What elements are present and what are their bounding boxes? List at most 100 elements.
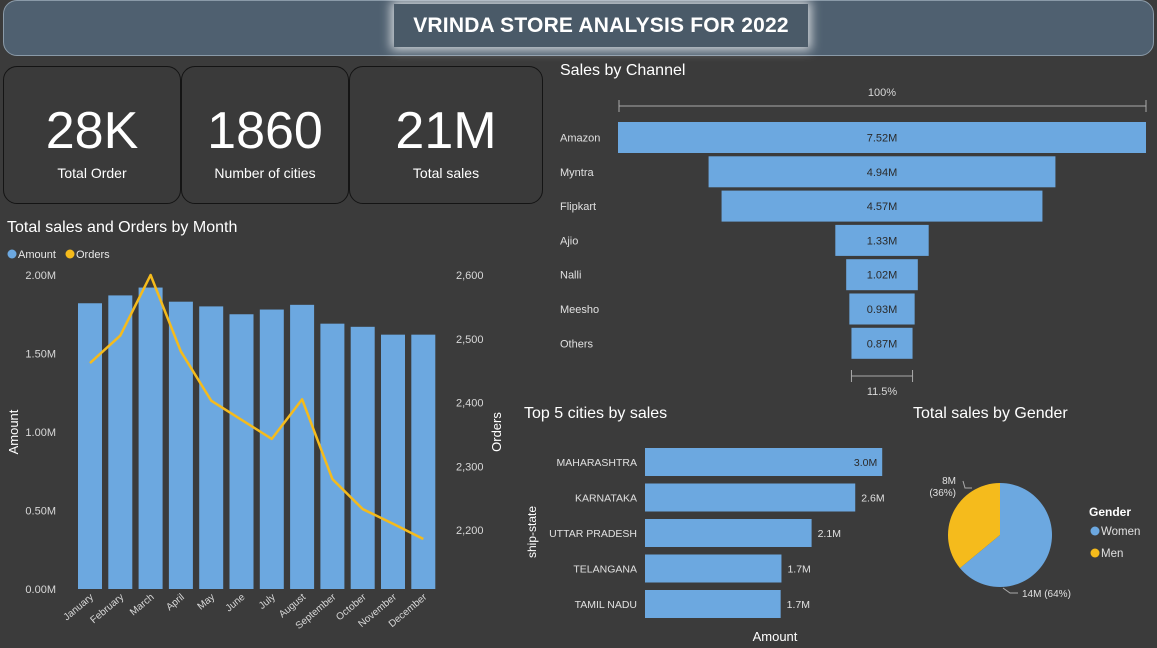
pie-slice-women (959, 483, 1052, 587)
city-bar (645, 519, 812, 547)
channel-category-label: Myntra (560, 167, 595, 179)
channel-value-label: 0.87M (867, 338, 898, 350)
pie-slice-men (947, 483, 1000, 569)
gender-legend-marker (1090, 548, 1100, 558)
kpi-card-total-sales: 21M Total sales (349, 66, 543, 204)
channel-value-label: 4.94M (867, 167, 898, 179)
month-bar (78, 303, 102, 589)
y2-tick-label: 2,400 (456, 398, 484, 410)
kpi-value: 21M (395, 102, 497, 160)
gender-legend-title: Gender (1089, 505, 1131, 519)
pie-leader-women (1002, 587, 1018, 594)
x-tick-label: February (89, 592, 127, 626)
month-bar (168, 301, 193, 589)
kpi-value: 1860 (207, 102, 323, 160)
x-tick-label: June (224, 592, 248, 615)
legend-orders-marker (65, 249, 75, 259)
channel-value-label: 4.57M (867, 201, 898, 213)
gender-legend-label: Men (1101, 548, 1123, 560)
city-value-label: 2.1M (818, 528, 841, 540)
gender-legend-marker (1090, 526, 1100, 536)
city-category-label: TELANGANA (573, 564, 637, 576)
channel-value-label: 7.52M (867, 133, 898, 145)
channel-category-label: Nalli (560, 270, 581, 282)
city-bar (645, 590, 781, 618)
city-value-label: 1.7M (787, 599, 810, 611)
channel-bar (849, 293, 915, 325)
gender-chart-title: Total sales by Gender (913, 405, 1068, 422)
channel-value-label: 1.33M (867, 235, 898, 247)
kpi-card-total-order: 28K Total Order (3, 66, 181, 204)
x-tick-label: July (257, 592, 278, 612)
city-value-label: 2.6M (861, 493, 884, 505)
legend-amount-marker (7, 249, 17, 259)
funnel-bottom-percent: 11.5% (867, 386, 898, 398)
month-bar (108, 295, 133, 589)
channel-value-label: 1.02M (867, 270, 898, 282)
channel-bar (708, 156, 1056, 188)
channel-chart-title: Sales by Channel (560, 62, 686, 79)
channel-category-label: Meesho (560, 304, 599, 316)
y-tick-label: 2.00M (25, 270, 56, 282)
y2-axis-title: Orders (489, 412, 504, 452)
y-tick-label: 1.00M (25, 427, 56, 439)
x-tick-label: March (128, 592, 156, 618)
gender-legend-label: Women (1101, 526, 1140, 538)
month-bar (138, 287, 163, 589)
channel-value-label: 0.93M (867, 304, 898, 316)
kpi-label: Number of cities (214, 165, 316, 181)
x-tick-label: May (196, 592, 218, 613)
channel-category-label: Amazon (560, 133, 600, 145)
month-bar (199, 306, 224, 589)
y-tick-label: 0.00M (25, 584, 56, 596)
city-bar (645, 554, 782, 583)
page-title: VRINDA STORE ANALYSIS FOR 2022 (413, 13, 789, 37)
month-bar (350, 326, 375, 589)
month-bar (259, 309, 284, 589)
pie-leader-men (962, 480, 972, 489)
kpi-card-number-of-cities: 1860 Number of cities (181, 66, 349, 204)
channel-category-label: Flipkart (560, 201, 596, 213)
city-value-label: 1.7M (787, 564, 810, 576)
orders-line (89, 273, 424, 541)
pie-value-label-men-amount: 8M (942, 476, 956, 487)
y-tick-label: 0.50M (25, 506, 56, 518)
channel-category-label: Ajio (560, 235, 578, 247)
city-bar (645, 483, 856, 512)
x-tick-label: April (164, 592, 186, 613)
pie-value-label-women: 14M (64%) (1022, 589, 1071, 600)
month-bar (229, 314, 254, 589)
city-category-label: TAMIL NADU (575, 599, 637, 611)
y-axis-title: Amount (6, 409, 21, 454)
y2-tick-label: 2,500 (456, 334, 484, 346)
kpi-label: Total Order (57, 165, 127, 181)
kpi-value: 28K (45, 102, 139, 160)
city-bar (645, 448, 883, 476)
legend-orders-label: Orders (76, 249, 110, 261)
header-title-box: VRINDA STORE ANALYSIS FOR 2022 (394, 4, 808, 47)
y2-tick-label: 2,300 (456, 461, 484, 473)
city-category-label: MAHARASHTRA (556, 457, 637, 469)
city-category-label: UTTAR PRADESH (549, 528, 637, 540)
y2-tick-label: 2,600 (456, 270, 484, 282)
channel-bar (721, 190, 1043, 222)
channel-bar (846, 259, 918, 291)
month-bar (411, 334, 436, 589)
y-tick-label: 1.50M (25, 349, 56, 361)
channel-bar (835, 224, 929, 256)
channel-category-label: Others (560, 338, 594, 350)
kpi-label: Total sales (412, 165, 480, 181)
legend-amount-label: Amount (18, 249, 56, 261)
month-bar (381, 334, 405, 589)
pie-value-label-men-percent: (36%) (929, 488, 956, 499)
cities-y-axis-title: ship-state (525, 506, 539, 558)
city-value-label: 3.0M (854, 457, 877, 469)
y2-tick-label: 2,200 (456, 525, 484, 537)
monthly-chart-title: Total sales and Orders by Month (7, 219, 238, 236)
month-bar (290, 304, 315, 589)
channel-bar (618, 122, 1146, 153)
cities-chart-title: Top 5 cities by sales (524, 405, 668, 422)
funnel-top-percent: 100% (868, 87, 896, 99)
city-category-label: KARNATAKA (575, 493, 637, 505)
